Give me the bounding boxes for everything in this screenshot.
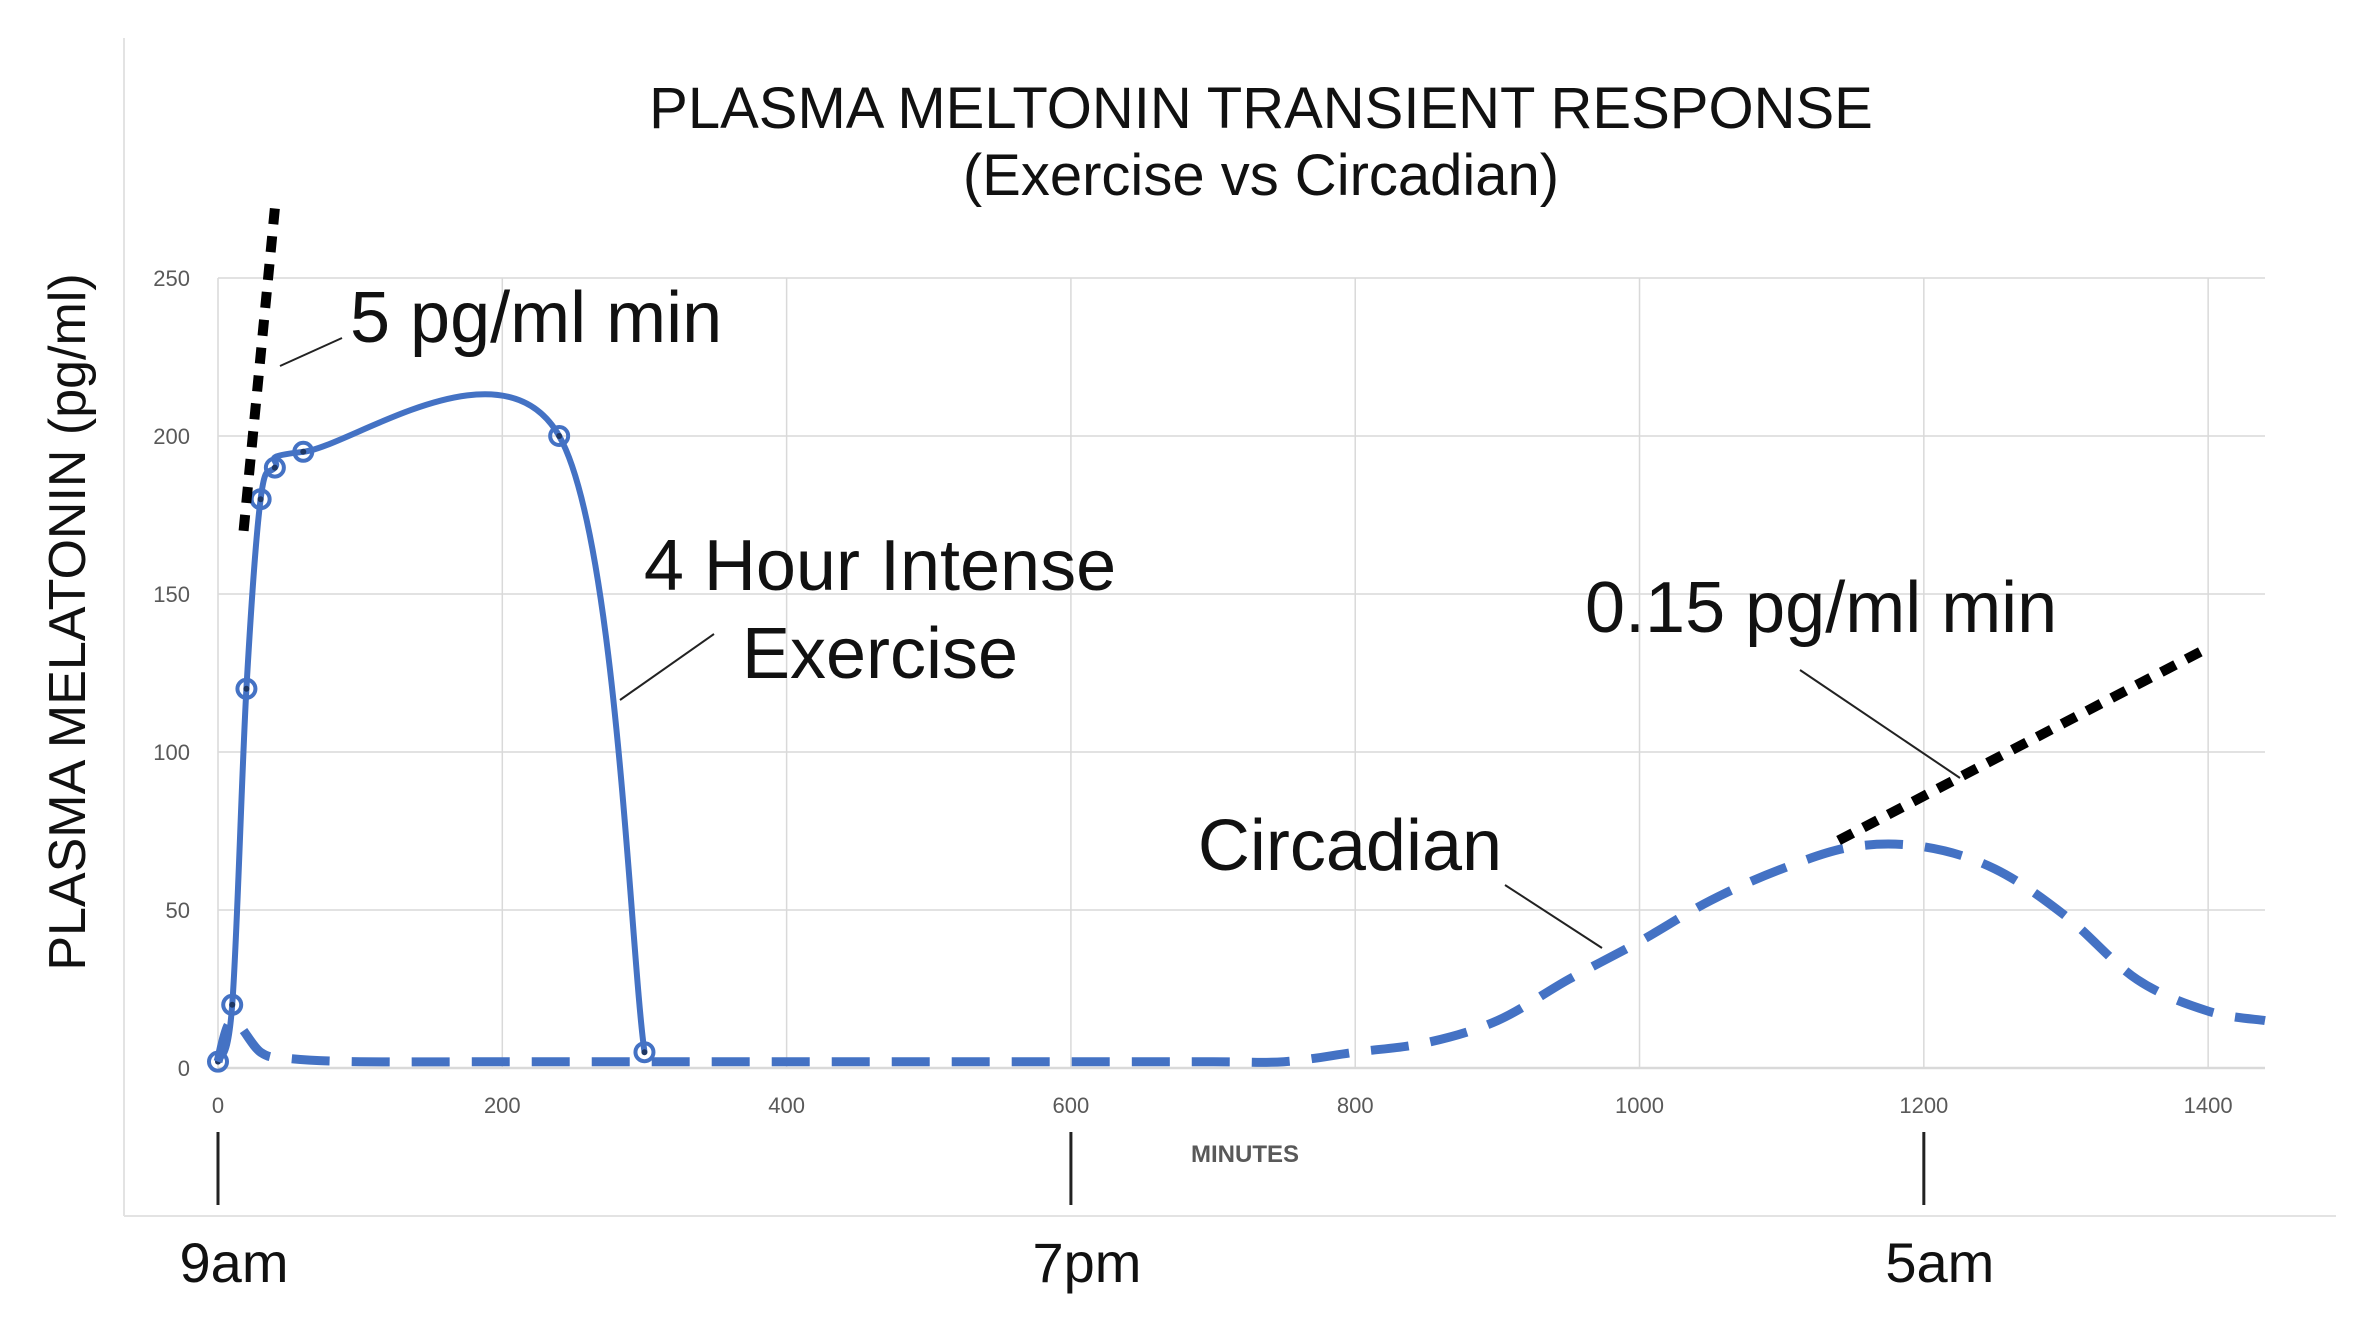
annotation-015pg: 0.15 pg/ml min [1585, 568, 2057, 648]
y-tick-label-100: 100 [153, 740, 190, 765]
chart-subtitle: (Exercise vs Circadian) [963, 143, 1559, 208]
slope-line-0 [238, 207, 280, 532]
slope-line-1 [1836, 643, 2211, 845]
y-tick-label-0: 0 [178, 1056, 190, 1081]
chart-frame [123, 38, 2336, 1217]
x-tick-label-200: 200 [484, 1093, 521, 1118]
point-center-exercise-6 [556, 433, 563, 439]
series [207, 391, 2266, 1073]
series-line-exercise [215, 391, 648, 1063]
annotation-5pg: 5 pg/ml min [350, 278, 722, 358]
point-center-exercise-2 [243, 685, 250, 692]
point-exercise-4 [263, 456, 286, 479]
y-tick-label-150: 150 [153, 582, 190, 607]
annotation-leader-015pg [1799, 669, 1961, 779]
time-marker-label-1: 7pm [1032, 1231, 1141, 1294]
annotation-exercise-line2: Exercise [742, 614, 1018, 694]
slope-lines [238, 207, 2211, 845]
x-tick-label-400: 400 [768, 1093, 805, 1118]
point-exercise-2 [235, 677, 258, 700]
point-exercise-6 [548, 425, 571, 447]
tick-labels: 0 50 100 150 200 250 0 200 400 600 800 1000 1200 1400 [153, 266, 2232, 1118]
grid [217, 277, 2265, 1070]
point-exercise-5 [292, 440, 315, 463]
y-axis-label: PLASMA MELATONIN (pg/ml) [39, 273, 97, 970]
x-tick-label-1200: 1200 [1899, 1093, 1948, 1118]
annotation-leader-circadian [1504, 884, 1603, 949]
x-tick-label-1000: 1000 [1615, 1093, 1664, 1118]
point-exercise-7 [633, 1041, 656, 1064]
annotation-leader-exercise [619, 633, 715, 701]
time-markers: 9am 7pm 5am [180, 1132, 1994, 1294]
annotations: 5 pg/ml min 4 Hour Intense Exercise 0.15… [279, 278, 2057, 949]
y-tick-label-250: 250 [153, 266, 190, 291]
series-line-circadian [213, 839, 2266, 1067]
x-tick-label-1400: 1400 [2184, 1093, 2233, 1118]
time-marker-label-2: 5am [1885, 1231, 1994, 1294]
point-center-exercise-4 [271, 464, 278, 471]
point-center-exercise-7 [641, 1049, 648, 1056]
point-center-exercise-3 [257, 496, 264, 503]
x-axis-label: MINUTES [1191, 1141, 1299, 1168]
time-marker-label-0: 9am [180, 1231, 289, 1294]
x-tick-label-0: 0 [212, 1093, 224, 1118]
annotation-circadian: Circadian [1198, 806, 1502, 886]
y-tick-label-200: 200 [153, 424, 190, 449]
annotation-exercise-line1: 4 Hour Intense [644, 526, 1116, 606]
y-tick-label-50: 50 [166, 898, 190, 923]
x-tick-label-800: 800 [1337, 1093, 1374, 1118]
x-tick-label-600: 600 [1053, 1093, 1090, 1118]
point-exercise-1 [221, 993, 244, 1016]
point-center-exercise-1 [229, 1001, 236, 1008]
chart-title: PLASMA MELTONIN TRANSIENT RESPONSE [649, 76, 1873, 141]
point-center-exercise-5 [300, 448, 307, 455]
annotation-leader-5pg [279, 337, 343, 367]
